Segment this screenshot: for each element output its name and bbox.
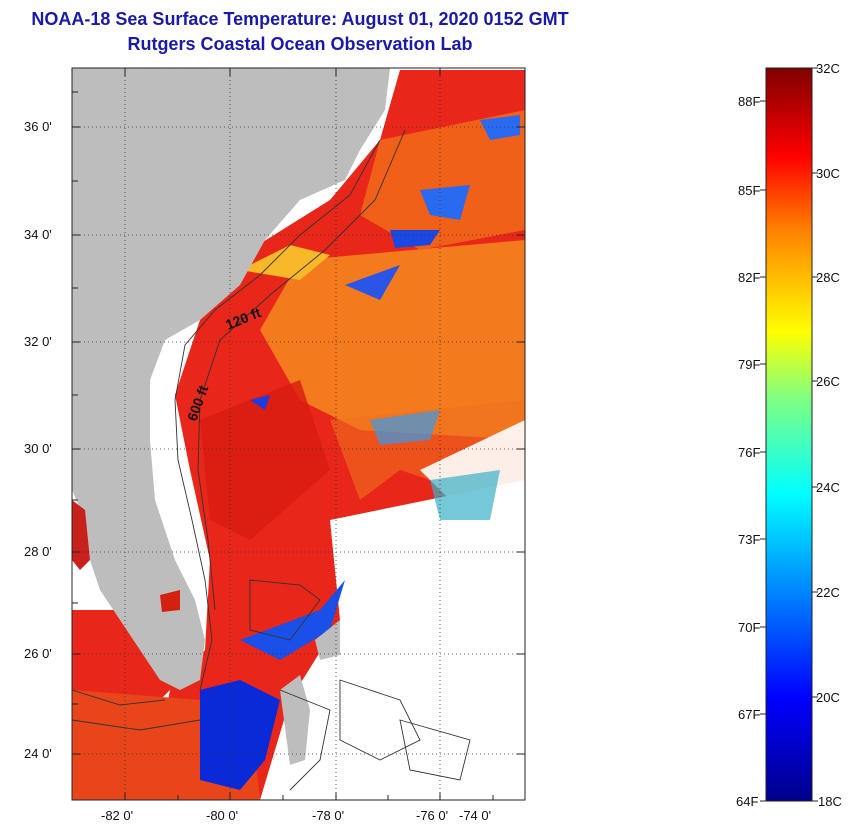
lat-label-24: 24 0' [24, 746, 52, 761]
colorbar: 32C 30C 28C 26C 24C 22C 20C 18C 88F 85F … [736, 61, 842, 809]
map-subtitle: Rutgers Coastal Ocean Observation Lab [127, 34, 473, 54]
cb-c-18: 18C [818, 794, 842, 809]
lat-label-26: 26 0' [24, 646, 52, 661]
map-title: NOAA-18 Sea Surface Temperature: August … [31, 9, 569, 29]
lat-label-32: 32 0' [24, 334, 52, 349]
cb-f-67: 67F [738, 707, 760, 722]
lat-label-36: 36 0' [24, 119, 52, 134]
cb-f-64: 64F [736, 794, 758, 809]
colorbar-gradient [765, 67, 813, 802]
lon-label-82: -82 0' [101, 808, 133, 823]
longitude-axis-labels: -82 0' -80 0' -78 0' -76 0' -74 0' [101, 808, 491, 823]
cb-f-70: 70F [738, 620, 760, 635]
cb-f-76: 76F [738, 445, 760, 460]
cb-c-26: 26C [816, 374, 840, 389]
lon-label-76: -76 0' [416, 808, 448, 823]
lon-label-78: -78 0' [312, 808, 344, 823]
latitude-axis-labels: 36 0' 34 0' 32 0' 30 0' 28 0' 26 0' 24 0… [24, 119, 52, 761]
cb-f-82: 82F [738, 270, 760, 285]
colorbar-ticks [760, 67, 818, 802]
bathymetry-contours [72, 129, 471, 791]
tick-marks [72, 68, 525, 800]
cb-f-88: 88F [738, 94, 760, 109]
map-frame [71, 67, 526, 801]
map-panel: 120 ft 600 ft [72, 68, 525, 800]
lat-label-28: 28 0' [24, 544, 52, 559]
cold-patches [200, 115, 520, 790]
cb-c-22: 22C [816, 585, 840, 600]
lat-label-30: 30 0' [24, 441, 52, 456]
cb-c-30: 30C [816, 166, 840, 181]
lon-label-74: -74 0' [459, 808, 491, 823]
cb-c-28: 28C [816, 270, 840, 285]
inland-lake-warm [160, 590, 180, 612]
lat-label-34: 34 0' [24, 227, 52, 242]
cb-f-73: 73F [738, 532, 760, 547]
cb-f-85: 85F [738, 183, 760, 198]
land-mass [72, 68, 390, 765]
cb-f-79: 79F [738, 357, 760, 372]
cb-c-32: 32C [816, 61, 840, 76]
cb-c-24: 24C [816, 480, 840, 495]
sst-field [72, 70, 525, 800]
cb-c-20: 20C [816, 690, 840, 705]
lon-label-80: -80 0' [206, 808, 238, 823]
